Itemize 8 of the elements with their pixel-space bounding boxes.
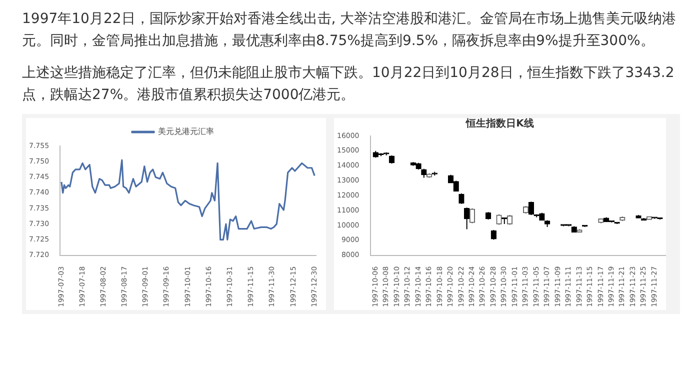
candlestick bbox=[469, 208, 476, 224]
chart-title: 恒生指数日K线 bbox=[465, 118, 534, 130]
legend-label: 美元兑港元汇率 bbox=[158, 127, 214, 136]
candlestick bbox=[458, 192, 464, 204]
text: 上述这些措施稳定了汇率，但仍未能阻止股市大幅下跌。10月22日到10月28日，恒生指数下跌了3343.2点，跌幅达27%。港股市值累积损失达7000亿港元。 bbox=[22, 64, 676, 105]
candlestick bbox=[464, 207, 470, 230]
text: 1997年10月22日，国际炒家开始对香港全线出击, 大举沽空港股和港汇。金管局在市场上抛售美元吸纳港元。同时，金管局推出加息措施，最优惠利率由8.75%提高到9.5%，隔夜拆息率由9%提升至300%。 bbox=[22, 10, 678, 51]
candlestick bbox=[528, 201, 534, 216]
